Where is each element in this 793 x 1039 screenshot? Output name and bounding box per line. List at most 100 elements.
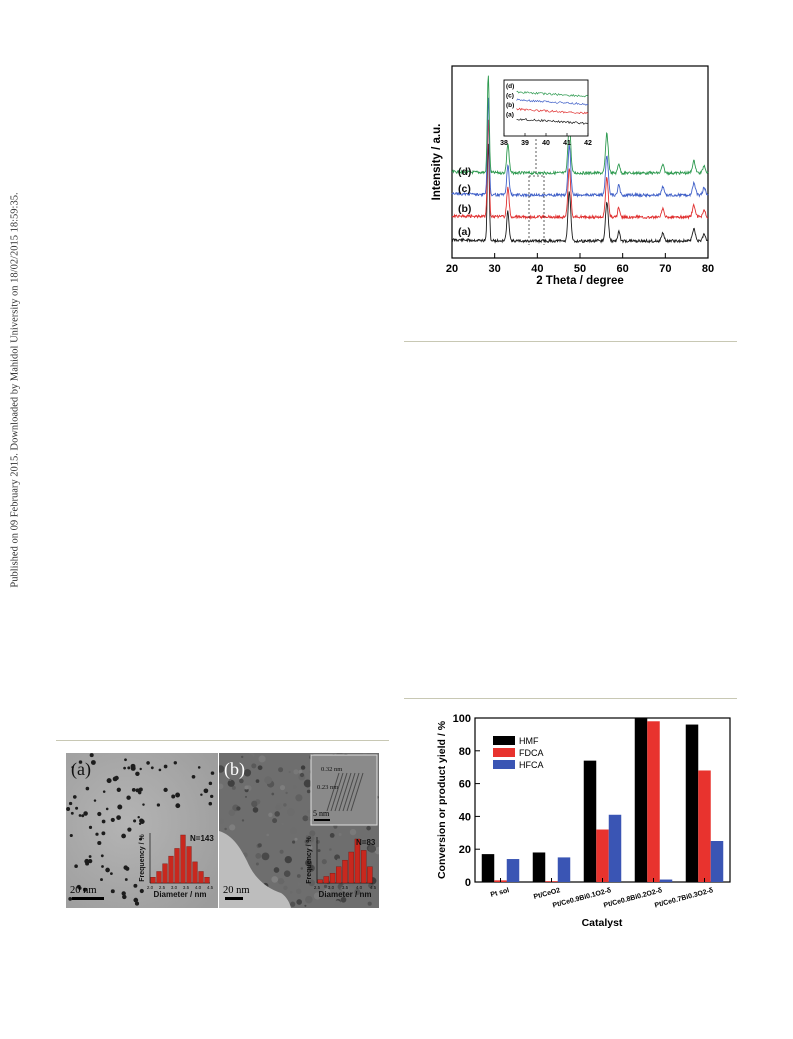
lattice-fringe [342,772,356,812]
nanoparticle [203,788,209,794]
support-grain [279,785,286,791]
side-note-text: Published on 09 February 2015. Downloade… [9,192,21,588]
support-grain [273,867,280,873]
nanoparticle [82,887,88,892]
xrd-inset: 38 39 40 41 42 (d) (c) (b) (a) [500,79,592,147]
nanoparticle [135,771,140,777]
hist-bar [168,855,174,884]
nanoparticle [101,819,106,824]
xrd-traces [451,75,709,244]
support-grain [323,888,331,895]
support-grain [258,755,266,763]
nanoparticle [97,840,102,846]
support-grain [268,812,273,817]
support-grain [224,827,227,831]
nanoparticle [88,855,92,858]
support-grain [351,882,355,886]
bar-hmf [532,852,546,882]
xrd-inset-traces [516,90,589,125]
nanoparticle [72,795,77,799]
nanoparticle [171,794,176,799]
xrd-inset-label: (a) [506,112,514,119]
support-grain [348,887,355,894]
xrd-inset-tick-label: 39 [521,140,529,147]
xrd-x-tick-label: 70 [659,263,671,275]
nanoparticle [137,790,142,795]
nanoparticle [200,793,203,796]
hist-bar [186,846,192,884]
hist-bar [156,871,162,884]
support-grain [271,876,279,883]
support-grain [307,864,313,870]
support-grain [219,765,225,773]
rule-lower-right [404,698,737,699]
xrd-inset-label: (b) [506,102,514,109]
nanoparticle [117,804,123,810]
tem-b-inset-scale-bar [314,819,330,821]
hist-tick-label: 2.5 [159,885,166,890]
nanoparticle [150,766,154,770]
legend-swatch-fdca [493,748,515,757]
xrd-series-label: (c) [458,183,471,195]
xrd-series-line [451,75,709,177]
bar-fdca [596,829,609,882]
support-grain [251,763,257,769]
hist-bar [354,838,361,884]
support-grain [283,870,291,877]
support-grain [303,779,312,788]
bar-category-label: Pt/CeO2 [533,887,561,901]
support-grain [367,901,372,906]
bar-x-axis-label: Catalyst [582,917,623,929]
hist-bar [342,859,348,884]
bar-y-ticks: 0 20 40 60 80 100 [453,713,480,889]
support-grain [240,755,244,759]
xrd-x-tick-label: 60 [617,263,629,275]
nanoparticle [90,760,96,765]
nanoparticle [134,901,140,906]
xrd-inset-labels: (d) (c) (b) (a) [506,83,514,119]
tem-b-scale-label: 20 nm [223,885,250,896]
support-grain [308,879,316,887]
nanoparticle [121,833,126,839]
tem-b-lattice-fringes [326,772,364,812]
hist-tick-label: 4.0 [195,885,202,890]
tem-image-b: (b) 0.32 nm 0.23 nm 5 nm 2.5 3.0 3.5 4.0 4.5… [219,753,379,908]
support-grain [313,892,321,900]
nanoparticle [97,811,102,817]
nanoparticle [133,819,137,823]
hist-bar [348,851,354,884]
support-grain [299,772,305,778]
support-grain [283,885,288,890]
support-grain [305,835,310,839]
support-grain [341,884,350,893]
nanoparticle [208,801,213,806]
rule-upper-right [404,341,737,342]
nanoparticle [110,889,115,894]
support-grain [298,769,303,774]
support-grain [255,852,262,859]
support-grain [219,783,224,790]
legend-label-hmf: HMF [519,736,539,746]
xrd-inset-line [516,107,589,115]
nanoparticle [95,832,99,836]
lattice-fringe [326,772,340,812]
nanoparticle [101,865,104,868]
support-grain [300,765,306,770]
rule-left [56,740,389,741]
hist-tick-label: 3.5 [183,885,190,890]
support-grain [323,884,328,888]
support-grain [229,778,232,782]
support-grain [244,795,248,798]
tem-a-scale-bar [72,897,104,900]
nanoparticle [70,811,74,815]
hist-bar [198,871,204,884]
hist-tick-label: 2.0 [147,885,154,890]
nanoparticle [105,867,110,873]
support-grain [295,794,303,802]
tem-b-support-void [219,831,291,908]
xrd-inset-line [516,98,589,106]
support-grain [329,848,332,851]
xrd-x-ticks: 20 30 40 50 60 70 80 [446,253,714,275]
